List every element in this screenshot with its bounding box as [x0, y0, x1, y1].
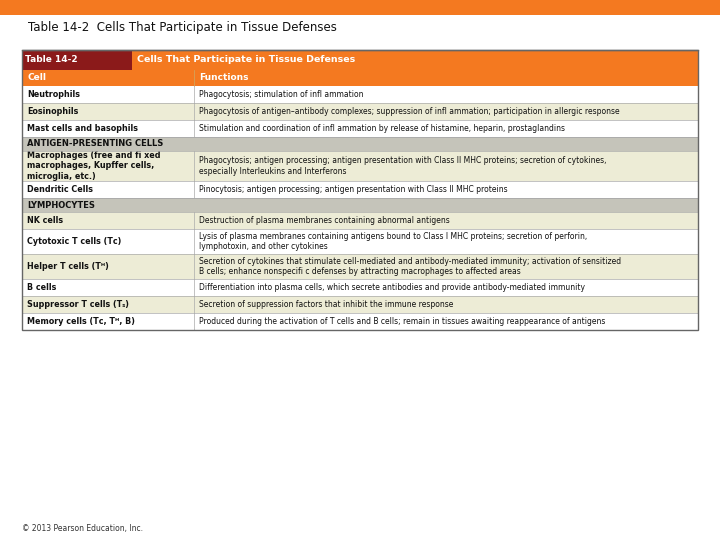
Bar [22, 254, 698, 279]
Text: Dendritic Cells: Dendritic Cells [27, 185, 93, 194]
Bar [22, 229, 698, 254]
Bar [22, 313, 698, 330]
Text: Table 14-2: Table 14-2 [25, 56, 78, 64]
Bar [22, 151, 698, 181]
Text: Helper T cells (Tᴴ): Helper T cells (Tᴴ) [27, 262, 109, 271]
Bar [22, 181, 698, 198]
Text: Cell: Cell [27, 73, 46, 83]
Text: Macrophages (free and fi xed
macrophages, Kupffer cells,
microglia, etc.): Macrophages (free and fi xed macrophages… [27, 151, 161, 181]
Text: Memory cells (Tᴄ, Tᴴ, B): Memory cells (Tᴄ, Tᴴ, B) [27, 317, 135, 326]
Text: Secretion of cytokines that stimulate cell-mediated and antibody-mediated immuni: Secretion of cytokines that stimulate ce… [199, 257, 621, 276]
Text: Secretion of suppression factors that inhibit the immune response: Secretion of suppression factors that in… [199, 300, 454, 309]
Text: Produced during the activation of T cells and B cells; remain in tissues awaitin: Produced during the activation of T cell… [199, 317, 606, 326]
Bar [22, 120, 698, 137]
Text: Suppressor T cells (Tₛ): Suppressor T cells (Tₛ) [27, 300, 129, 309]
Text: Phagocytosis of antigen–antibody complexes; suppression of infl ammation; partic: Phagocytosis of antigen–antibody complex… [199, 107, 620, 116]
Text: Cytotoxic T cells (Tᴄ): Cytotoxic T cells (Tᴄ) [27, 237, 122, 246]
Bar [22, 86, 698, 103]
Bar [22, 137, 698, 151]
Text: Stimulation and coordination of infl ammation by release of histamine, heparin, : Stimulation and coordination of infl amm… [199, 124, 565, 133]
Text: Neutrophils: Neutrophils [27, 90, 80, 99]
Text: Destruction of plasma membranes containing abnormal antigens: Destruction of plasma membranes containi… [199, 216, 450, 225]
Text: Cells That Participate in Tissue Defenses: Cells That Participate in Tissue Defense… [138, 56, 356, 64]
Bar [22, 103, 698, 120]
Bar [22, 212, 698, 229]
Text: Lysis of plasma membranes containing antigens bound to Class I MHC proteins; sec: Lysis of plasma membranes containing ant… [199, 232, 588, 251]
Text: Pinocytosis; antigen processing; antigen presentation with Class II MHC proteins: Pinocytosis; antigen processing; antigen… [199, 185, 508, 194]
Bar [22, 296, 698, 313]
Text: Differentiation into plasma cells, which secrete antibodies and provide antibody: Differentiation into plasma cells, which… [199, 283, 585, 292]
Text: Phagocytosis; stimulation of infl ammation: Phagocytosis; stimulation of infl ammati… [199, 90, 364, 99]
Bar [0, 0, 720, 15]
Text: B cells: B cells [27, 283, 56, 292]
Bar [132, 50, 698, 70]
Text: NK cells: NK cells [27, 216, 63, 225]
Bar [22, 70, 698, 86]
Text: © 2013 Pearson Education, Inc.: © 2013 Pearson Education, Inc. [22, 523, 143, 532]
Bar [22, 50, 698, 330]
Text: Mast cells and basophils: Mast cells and basophils [27, 124, 138, 133]
Bar [22, 279, 698, 296]
Text: Table 14-2  Cells That Participate in Tissue Defenses: Table 14-2 Cells That Participate in Tis… [28, 22, 337, 35]
Text: Phagocytosis; antigen processing; antigen presentation with Class II MHC protein: Phagocytosis; antigen processing; antige… [199, 156, 607, 176]
Text: LYMPHOCYTES: LYMPHOCYTES [27, 200, 95, 210]
Text: Eosinophils: Eosinophils [27, 107, 78, 116]
Bar [22, 198, 698, 212]
Text: Functions: Functions [199, 73, 249, 83]
Bar [22, 50, 132, 70]
Text: ANTIGEN-PRESENTING CELLS: ANTIGEN-PRESENTING CELLS [27, 139, 163, 148]
